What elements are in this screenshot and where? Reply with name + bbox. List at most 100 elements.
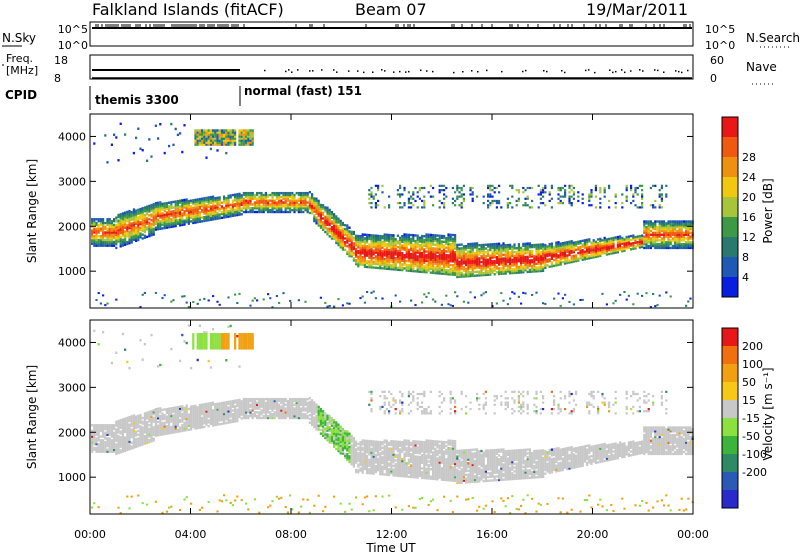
power-cell bbox=[355, 261, 358, 264]
power-cell bbox=[280, 191, 283, 195]
power-cell bbox=[148, 234, 151, 238]
power-cell bbox=[412, 256, 415, 260]
power-cell bbox=[471, 197, 474, 200]
power-cell bbox=[586, 244, 589, 247]
y-tick-label: 4000 bbox=[58, 130, 86, 143]
power-cell bbox=[339, 219, 342, 223]
power-cell bbox=[137, 231, 140, 234]
power-cell bbox=[130, 216, 133, 220]
power-cell bbox=[458, 186, 461, 190]
velocity-cell bbox=[141, 439, 144, 442]
velocity-cell bbox=[132, 433, 135, 436]
power-cell bbox=[383, 267, 386, 270]
power-cell bbox=[410, 264, 413, 267]
power-cell bbox=[363, 258, 366, 261]
power-cell bbox=[317, 209, 320, 212]
power-cell bbox=[311, 208, 314, 211]
power-cell bbox=[154, 222, 157, 226]
power-cell bbox=[568, 261, 571, 264]
power-cell bbox=[555, 254, 558, 258]
velocity-cell bbox=[130, 445, 133, 448]
power-cell bbox=[500, 257, 503, 260]
power-cell bbox=[645, 220, 648, 223]
power-cell bbox=[641, 243, 644, 247]
power-cell bbox=[238, 196, 241, 199]
velocity-cell bbox=[119, 426, 122, 430]
power-cell bbox=[454, 235, 457, 239]
freq-dot bbox=[663, 71, 665, 74]
power-cell bbox=[425, 235, 428, 238]
power-cell bbox=[341, 231, 344, 234]
velocity-cell bbox=[139, 421, 142, 424]
power-cell bbox=[451, 269, 454, 273]
power-cell bbox=[240, 197, 243, 201]
power-cell bbox=[687, 237, 690, 240]
power-cell bbox=[227, 143, 230, 146]
power-cell bbox=[418, 266, 421, 270]
power-cell bbox=[638, 234, 641, 238]
power-cell bbox=[163, 221, 166, 224]
power-cell bbox=[326, 217, 329, 221]
power-cell bbox=[185, 215, 188, 218]
freq-dot bbox=[564, 71, 566, 74]
power-cell bbox=[282, 191, 285, 195]
power-cell bbox=[388, 254, 391, 257]
power-cell bbox=[238, 292, 241, 295]
power-cell bbox=[377, 253, 380, 256]
power-cell bbox=[436, 264, 439, 267]
power-cell bbox=[212, 129, 215, 132]
power-cell bbox=[632, 303, 635, 306]
power-cell bbox=[168, 216, 171, 220]
velocity-cell bbox=[128, 440, 131, 443]
power-cell bbox=[324, 217, 327, 220]
power-cell bbox=[93, 242, 96, 245]
power-cell bbox=[152, 205, 155, 208]
velocity-cell bbox=[91, 424, 94, 427]
power-cell bbox=[231, 199, 234, 202]
power-cell bbox=[227, 202, 230, 205]
power-cell bbox=[99, 229, 102, 232]
power-cell bbox=[647, 224, 650, 227]
power-cell bbox=[548, 259, 551, 263]
power-cell bbox=[121, 233, 124, 236]
power-cell bbox=[480, 294, 483, 297]
power-cell bbox=[308, 198, 311, 201]
power-cell bbox=[405, 242, 408, 246]
power-cell bbox=[363, 265, 366, 268]
power-cell bbox=[172, 206, 175, 209]
power-cell bbox=[91, 242, 94, 245]
power-cell bbox=[594, 250, 597, 253]
power-cell bbox=[381, 252, 384, 255]
power-cell bbox=[495, 206, 498, 209]
power-cell bbox=[350, 238, 353, 241]
velocity-cell bbox=[115, 437, 118, 441]
velocity-cell bbox=[130, 422, 133, 426]
power-cell bbox=[394, 247, 397, 250]
power-cell bbox=[524, 246, 527, 249]
power-cell bbox=[121, 225, 124, 228]
velocity-cell bbox=[132, 421, 135, 425]
velocity-cell bbox=[121, 437, 124, 440]
power-cell bbox=[242, 203, 245, 206]
power-cell bbox=[245, 191, 248, 195]
velocity-cell bbox=[108, 437, 111, 440]
power-cell bbox=[671, 225, 674, 229]
velocity-cell bbox=[110, 427, 113, 431]
power-cell bbox=[355, 249, 358, 253]
velocity-cell bbox=[113, 439, 116, 442]
power-cell bbox=[427, 244, 430, 248]
power-cell bbox=[234, 202, 237, 206]
power-cell bbox=[445, 263, 448, 266]
power-cell bbox=[625, 245, 628, 248]
power-cell bbox=[339, 244, 342, 247]
power-cell bbox=[480, 272, 483, 275]
power-cell bbox=[203, 212, 206, 215]
power-cell bbox=[245, 207, 248, 210]
power-cell bbox=[520, 271, 523, 274]
power-cell bbox=[689, 222, 692, 225]
power-cell bbox=[346, 228, 349, 231]
power-cell bbox=[330, 222, 333, 225]
power-cell bbox=[302, 207, 305, 210]
power-cell bbox=[359, 244, 362, 247]
power-cell bbox=[381, 297, 384, 300]
